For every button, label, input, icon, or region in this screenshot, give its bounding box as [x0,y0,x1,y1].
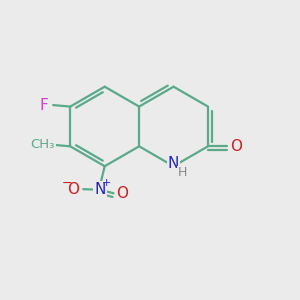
Text: O: O [230,139,242,154]
Text: N: N [168,156,179,171]
Text: +: + [102,178,112,188]
Text: −: − [61,177,72,190]
Text: F: F [40,98,49,112]
Text: O: O [67,182,79,197]
Text: H: H [178,166,187,179]
Text: N: N [94,182,106,197]
Text: O: O [116,186,128,201]
Text: CH₃: CH₃ [30,138,55,151]
